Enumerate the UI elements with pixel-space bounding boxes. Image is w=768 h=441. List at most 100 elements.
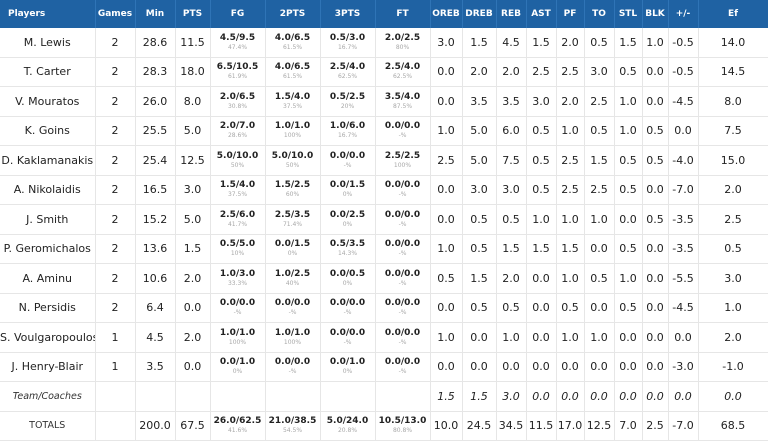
- to-cell: 12.5: [584, 410, 615, 441]
- fg-percent: 41.7%: [227, 220, 248, 228]
- player-name-link[interactable]: A. Nikolaidis: [0, 175, 96, 205]
- ast-cell: 0.0: [526, 381, 557, 412]
- reb-cell: 0.5: [496, 293, 527, 323]
- player-name-link[interactable]: M. Lewis: [0, 28, 96, 58]
- to-cell: 1.5: [584, 145, 615, 176]
- player-name-link[interactable]: N. Persidis: [0, 293, 96, 323]
- to-cell: 0.0: [584, 293, 615, 323]
- ft-made-attempted: 0.0/0.0: [384, 357, 421, 368]
- p2-percent: -%: [288, 368, 297, 376]
- oreb-cell: 0.0: [430, 352, 463, 382]
- p3-cell: 0.0/1.5 0%: [320, 175, 376, 205]
- p3-made-attempted: 0.5/3.5: [329, 239, 366, 250]
- player-row: A. Aminu 2 10.6 2.0 1.0/3.0 33.3% 1.0/2.5…: [0, 263, 768, 294]
- games-cell: 2: [95, 86, 136, 117]
- player-name-link[interactable]: V. Mouratos: [0, 86, 96, 117]
- ft-percent: -%: [398, 250, 407, 258]
- header-2pts[interactable]: 2PTS: [265, 0, 321, 28]
- pf-cell: 1.0: [556, 263, 585, 294]
- header-min[interactable]: Min: [135, 0, 176, 28]
- p2-made-attempted: 1.0/1.0: [274, 121, 311, 132]
- p2-percent: 61.5%: [282, 73, 303, 81]
- header-to[interactable]: TO: [584, 0, 615, 28]
- header-ef[interactable]: Ef: [698, 0, 768, 28]
- fg-percent: 37.5%: [227, 191, 248, 199]
- fg-cell: 26.0/62.5 41.6%: [210, 410, 266, 441]
- ft-made-attempted: 0.0/0.0: [384, 121, 421, 132]
- ft-cell: 2.5/2.5 100%: [375, 145, 431, 176]
- player-name-link[interactable]: K. Goins: [0, 116, 96, 146]
- player-name-link[interactable]: P. Geromichalos: [0, 234, 96, 264]
- header-reb[interactable]: REB: [496, 0, 527, 28]
- pf-cell: 2.0: [556, 28, 585, 58]
- blk-cell: 0.0: [642, 57, 669, 87]
- header-plus-minus[interactable]: +/-: [668, 0, 699, 28]
- header-3pts[interactable]: 3PTS: [320, 0, 376, 28]
- ft-made-attempted: 0.0/0.0: [384, 180, 421, 191]
- p2-cell: 1.5/4.0 37.5%: [265, 86, 321, 117]
- fg-percent: -%: [233, 309, 242, 317]
- player-name-link[interactable]: J. Henry-Blair: [0, 352, 96, 382]
- p3-cell: [320, 381, 376, 412]
- plus-minus-cell: -5.5: [668, 263, 699, 294]
- stl-cell: 0.5: [614, 175, 643, 205]
- fg-percent: 30.8%: [227, 102, 248, 110]
- header-players[interactable]: Players: [0, 0, 96, 28]
- p2-cell: 2.5/3.5 71.4%: [265, 204, 321, 235]
- dreb-cell: 0.5: [462, 293, 497, 323]
- plus-minus-cell: -4.0: [668, 145, 699, 176]
- player-name-link[interactable]: S. Voulgaropoulos: [0, 322, 96, 353]
- ef-cell: 68.5: [698, 410, 768, 441]
- p3-percent: 20%: [340, 102, 355, 110]
- fg-made-attempted: 0.0/1.0: [219, 357, 256, 368]
- min-cell: 10.6: [135, 263, 176, 294]
- plus-minus-cell: -7.0: [668, 410, 699, 441]
- p3-percent: 16.7%: [337, 132, 358, 140]
- p2-made-attempted: 2.5/3.5: [274, 209, 311, 220]
- ef-cell: 7.5: [698, 116, 768, 146]
- p2-percent: 100%: [283, 338, 302, 346]
- p3-percent: 0%: [342, 279, 353, 287]
- header-games[interactable]: Games: [95, 0, 136, 28]
- team-coaches-label: Team/Coaches: [0, 381, 96, 412]
- p3-cell: 0.0/0.0 -%: [320, 145, 376, 176]
- player-name-link[interactable]: A. Aminu: [0, 263, 96, 294]
- header-stl[interactable]: STL: [614, 0, 643, 28]
- min-cell: 3.5: [135, 352, 176, 382]
- p3-cell: 0.0/1.0 0%: [320, 352, 376, 382]
- blk-cell: 0.0: [642, 234, 669, 264]
- pf-cell: 2.5: [556, 145, 585, 176]
- player-name-link[interactable]: J. Smith: [0, 204, 96, 235]
- header-blk[interactable]: BLK: [642, 0, 669, 28]
- header-dreb[interactable]: DREB: [462, 0, 497, 28]
- p2-made-attempted: 1.5/2.5: [274, 180, 311, 191]
- fg-made-attempted: 1.5/4.0: [219, 180, 256, 191]
- ft-made-attempted: 0.0/0.0: [384, 268, 421, 279]
- fg-cell: 6.5/10.5 61.9%: [210, 57, 266, 87]
- reb-cell: 0.0: [496, 352, 527, 382]
- header-fg[interactable]: FG: [210, 0, 266, 28]
- min-cell: 16.5: [135, 175, 176, 205]
- header-pf[interactable]: PF: [556, 0, 585, 28]
- plus-minus-cell: 0.0: [668, 116, 699, 146]
- header-pts[interactable]: PTS: [175, 0, 211, 28]
- ft-made-attempted: 2.5/2.5: [384, 150, 421, 161]
- fg-cell: 2.0/6.5 30.8%: [210, 86, 266, 117]
- header-ft[interactable]: FT: [375, 0, 431, 28]
- p3-made-attempted: 0.0/2.5: [329, 209, 366, 220]
- plus-minus-cell: -4.5: [668, 293, 699, 323]
- dreb-cell: 0.0: [462, 322, 497, 353]
- player-name-link[interactable]: T. Carter: [0, 57, 96, 87]
- fg-cell: 0.0/0.0 -%: [210, 293, 266, 323]
- oreb-cell: 3.0: [430, 28, 463, 58]
- pts-cell: 8.0: [175, 86, 211, 117]
- p3-cell: 0.0/0.0 -%: [320, 322, 376, 353]
- dreb-cell: 5.0: [462, 116, 497, 146]
- fg-made-attempted: 1.0/1.0: [219, 327, 256, 338]
- p2-cell: 5.0/10.0 50%: [265, 145, 321, 176]
- header-ast[interactable]: AST: [526, 0, 557, 28]
- player-name-link[interactable]: D. Kaklamanakis: [0, 145, 96, 176]
- header-oreb[interactable]: OREB: [430, 0, 463, 28]
- reb-cell: 7.5: [496, 145, 527, 176]
- p2-made-attempted: 5.0/10.0: [271, 150, 314, 161]
